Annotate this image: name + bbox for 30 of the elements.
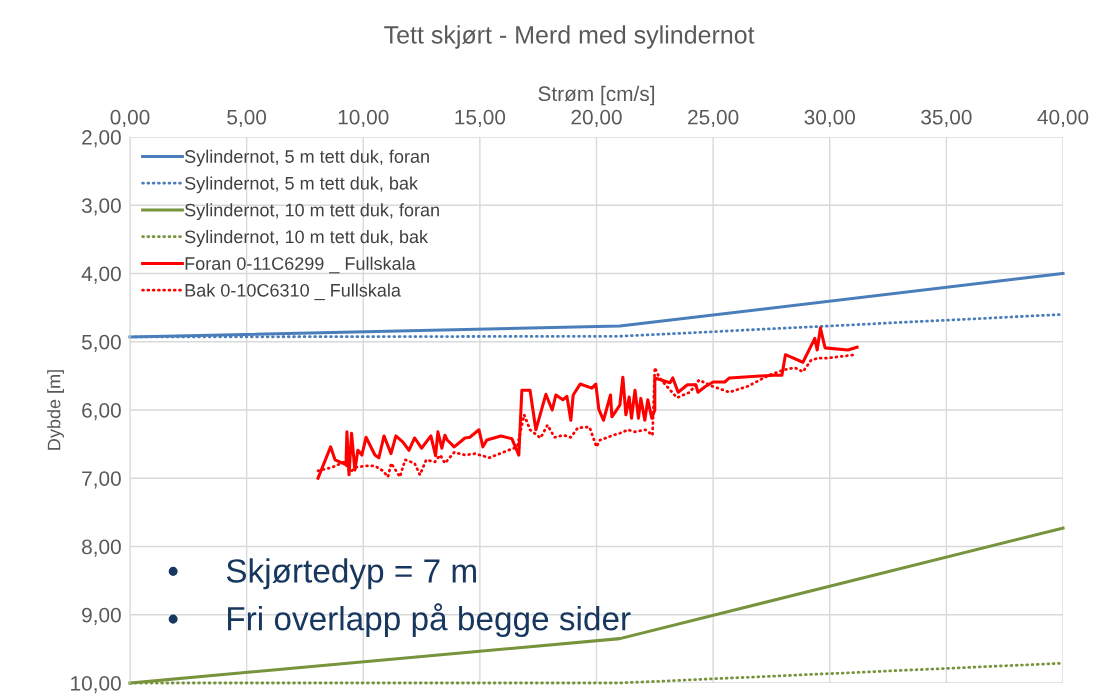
legend-label: Foran 0-11C6299 _ Fullskala [185, 256, 416, 274]
chart-title: Tett skjørt - Merd med sylindernot [384, 25, 755, 49]
x-tick-label: 0,00 [110, 109, 150, 128]
y-tick-label: 2,00 [82, 130, 121, 148]
y-tick-label: 4,00 [81, 266, 121, 284]
annotation: • Skjørtedyp = 7 m [168, 558, 476, 590]
x-tick-label: 10,00 [338, 109, 389, 128]
y-axis-title: Dybde [m] [47, 370, 64, 450]
x-axis-title: Strøm [cm/s] [538, 85, 655, 106]
x-tick-label: 20,00 [571, 109, 622, 128]
annotation: • Fri overlapp på begge sider [168, 603, 631, 638]
x-tick-label: 30,00 [804, 109, 855, 128]
legend-label: Sylindernot, 5 m tett duk, bak [184, 176, 419, 194]
x-tick-label: 5,00 [227, 109, 267, 128]
y-tick-label: 3,00 [81, 198, 121, 216]
x-tick-label: 25,00 [688, 109, 739, 128]
line-series [316, 326, 859, 480]
x-tick-label: 35,00 [921, 109, 972, 128]
legend-label: Sylindernot, 10 m tett duk, foran [184, 203, 439, 220]
y-tick-label: 9,00 [82, 607, 121, 625]
y-tick-label: 5,00 [81, 334, 121, 352]
y-tick-label: 7,00 [82, 471, 121, 489]
x-tick-label: 15,00 [455, 109, 506, 128]
legend-label: Bak 0-10C6310 _ Fullskala [185, 283, 401, 301]
y-tick-label: 6,00 [82, 403, 121, 421]
legend-label: Sylindernot, 5 m tett duk, foran [184, 149, 429, 167]
legend-label: Sylindernot, 10 m tett duk, bak [184, 229, 429, 247]
y-tick-label: 10,00 [71, 676, 121, 694]
y-tick-label: 8,00 [82, 539, 121, 557]
x-tick-label: 40,00 [1037, 109, 1089, 128]
